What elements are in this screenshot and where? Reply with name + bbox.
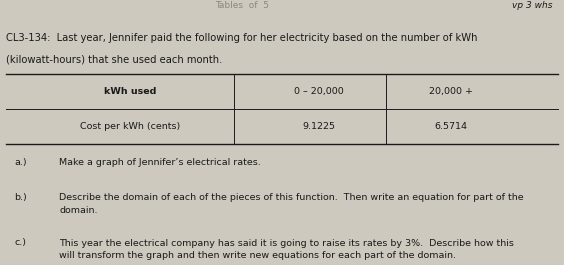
Text: c.): c.) xyxy=(14,238,26,248)
Text: (kilowatt-hours) that she used each month.: (kilowatt-hours) that she used each mont… xyxy=(6,54,222,64)
Text: This year the electrical company has said it is going to raise its rates by 3%. : This year the electrical company has sai… xyxy=(59,238,514,260)
Text: a.): a.) xyxy=(14,158,27,167)
Text: 0 – 20,000: 0 – 20,000 xyxy=(294,87,343,96)
Text: 20,000 +: 20,000 + xyxy=(429,87,473,96)
Text: vp 3 whs: vp 3 whs xyxy=(512,1,553,10)
Text: 6.5714: 6.5714 xyxy=(435,122,468,131)
Text: CL3-134:  Last year, Jennifer paid the following for her electricity based on th: CL3-134: Last year, Jennifer paid the fo… xyxy=(6,33,477,43)
Text: Cost per kWh (cents): Cost per kWh (cents) xyxy=(80,122,180,131)
Text: Describe the domain of each of the pieces of this function.  Then write an equat: Describe the domain of each of the piece… xyxy=(59,193,524,215)
Text: Tables  of  5: Tables of 5 xyxy=(215,1,270,10)
Text: 9.1225: 9.1225 xyxy=(302,122,335,131)
Text: kWh used: kWh used xyxy=(104,87,156,96)
Text: Make a graph of Jennifer’s electrical rates.: Make a graph of Jennifer’s electrical ra… xyxy=(59,158,261,167)
Text: b.): b.) xyxy=(14,193,27,202)
